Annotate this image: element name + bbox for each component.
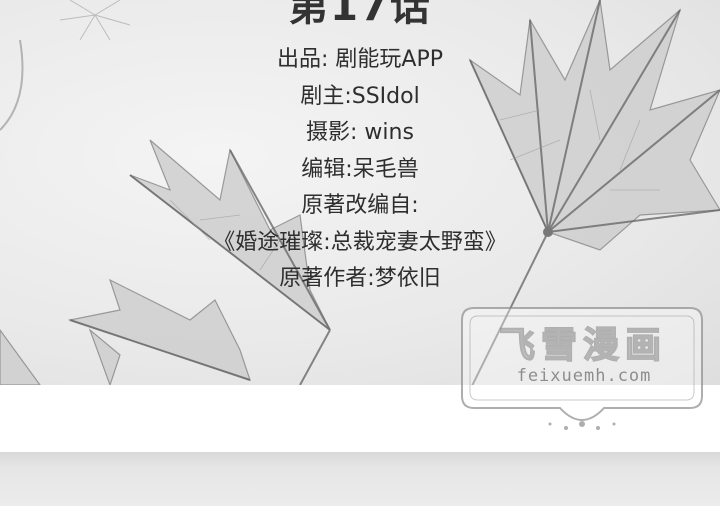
next-panel-edge — [0, 452, 720, 506]
watermark-title: 飞雪漫画 — [498, 324, 667, 367]
comic-panel: 第17话 出品: 剧能玩APP 剧主:SSIdol 摄影: wins 编辑:呆毛… — [0, 0, 720, 385]
watermark-frame — [461, 307, 703, 430]
watermark-url: feixuemh.com — [516, 366, 652, 386]
credit-adapted-from-label: 原著改编自: — [301, 193, 419, 218]
credit-original-title: 《婚途璀璨:总裁宠妻太野蛮》 — [213, 229, 507, 255]
credit-editor: 编辑:呆毛兽 — [301, 156, 419, 182]
credit-original-author: 原著作者:梦依旧 — [279, 266, 441, 291]
credit-producer: 出品: 剧能玩APP — [277, 47, 443, 72]
credit-lead: 剧主:SSIdol — [300, 83, 420, 109]
credits-block: 出品: 剧能玩APP 剧主:SSIdol 摄影: wins 编辑:呆毛兽 原著改… — [0, 42, 720, 298]
site-watermark: 飞雪漫画 feixuemh.com — [454, 300, 710, 440]
chapter-title: 第17话 — [288, 0, 432, 30]
credit-photography: 摄影: wins — [306, 120, 414, 145]
leaf-background — [0, 0, 720, 385]
